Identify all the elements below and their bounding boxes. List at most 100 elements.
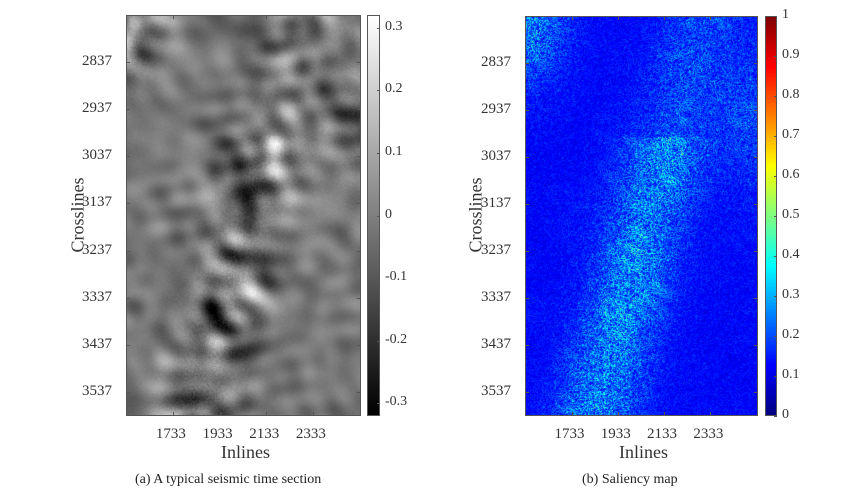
- colorbar-tick: [377, 90, 380, 92]
- y-tick: [126, 391, 130, 393]
- x-tick-label: 2133: [647, 426, 678, 442]
- x-tick-top: [664, 16, 666, 20]
- y-tick-right: [754, 204, 758, 205]
- colorbar-gray: [367, 15, 380, 416]
- y-tick-label: 3137: [82, 194, 112, 211]
- seismic-heatmap: [126, 15, 361, 416]
- y-tick: [126, 62, 130, 64]
- colorbar-tick: [377, 278, 380, 280]
- y-tick: [525, 251, 529, 253]
- colorbar-jet: [765, 16, 777, 416]
- y-tick: [126, 156, 130, 158]
- y-tick-right: [754, 63, 758, 64]
- x-tick-top: [617, 16, 619, 20]
- y-tick-label: 3437: [82, 335, 112, 352]
- y-tick: [126, 203, 130, 205]
- x-tick-top: [312, 15, 314, 19]
- colorbar-tick-label: 1: [782, 7, 789, 22]
- colorbar-tick: [774, 376, 777, 377]
- y-tick-right: [754, 392, 758, 394]
- colorbar-tick-label: -0.2: [385, 331, 408, 347]
- y-tick: [525, 63, 529, 64]
- x-tick: [219, 412, 221, 416]
- y-tick-label: 3337: [481, 289, 511, 306]
- x-tick-label: 1733: [554, 426, 585, 442]
- y-tick: [126, 250, 130, 252]
- y-tick-label: 3137: [481, 195, 511, 211]
- x-tick-top: [219, 15, 221, 19]
- y-tick-label: 3237: [481, 242, 511, 259]
- y-tick: [525, 345, 529, 347]
- x-tick-top: [571, 16, 573, 20]
- y-tick-right: [754, 345, 758, 347]
- y-tick-right: [357, 62, 361, 64]
- colorbar-tick: [774, 56, 777, 57]
- colorbar-tick: [774, 136, 777, 137]
- colorbar-tick: [774, 96, 777, 97]
- colorbar-tick: [774, 16, 777, 17]
- colorbar-tick-label: 0.2: [385, 81, 403, 97]
- y-tick: [126, 344, 130, 346]
- colorbar-tick-label: 0.5: [782, 207, 800, 222]
- saliency-heatmap: [525, 16, 758, 416]
- y-tick-right: [754, 298, 758, 300]
- x-axis-label: Inlines: [619, 442, 668, 462]
- x-tick: [617, 412, 619, 416]
- y-tick-right: [357, 391, 361, 393]
- y-tick-right: [357, 250, 361, 252]
- x-tick-label: 1933: [600, 426, 631, 442]
- colorbar-tick-label: 0.4: [782, 247, 800, 262]
- colorbar-tick-label: 0.3: [782, 287, 800, 302]
- colorbar-tick-label: 0.1: [385, 143, 403, 159]
- colorbar-tick-label: 0.6: [782, 167, 800, 182]
- colorbar-tick: [774, 176, 777, 177]
- x-tick-label: 2333: [693, 426, 724, 442]
- x-tick: [571, 412, 573, 416]
- colorbar-tick: [377, 27, 380, 29]
- x-tick-label: 2133: [249, 426, 280, 442]
- caption: (b) Saliency map: [582, 472, 678, 487]
- y-tick: [525, 298, 529, 300]
- y-tick-right: [754, 251, 758, 253]
- colorbar-tick-label: 0.8: [782, 87, 800, 102]
- x-tick: [266, 412, 268, 416]
- colorbar-tick-label: -0.1: [385, 269, 408, 285]
- x-axis-label: Inlines: [221, 442, 270, 462]
- y-tick: [126, 297, 130, 299]
- colorbar-tick: [774, 336, 777, 337]
- colorbar-tick: [377, 340, 380, 342]
- y-tick-right: [754, 110, 758, 111]
- x-tick-top: [710, 16, 712, 20]
- x-tick: [664, 412, 666, 416]
- y-tick: [525, 110, 529, 111]
- y-tick-right: [357, 297, 361, 299]
- y-tick-label: 2837: [481, 54, 511, 70]
- y-tick: [525, 157, 529, 158]
- y-tick-right: [357, 344, 361, 346]
- colorbar-tick-label: 0.3: [385, 18, 403, 34]
- panel-seismic-section: Inlines Crosslines (a) A typical seismic…: [68, 15, 408, 487]
- x-tick-top: [266, 15, 268, 19]
- x-tick-top: [172, 15, 174, 19]
- colorbar-tick-label: 0.7: [782, 127, 800, 142]
- y-tick-right: [357, 156, 361, 158]
- plot-frame: [525, 16, 758, 416]
- y-tick-label: 3037: [481, 148, 511, 164]
- y-tick-label: 3437: [481, 336, 511, 353]
- y-tick-label: 3237: [82, 241, 112, 258]
- colorbar-tick: [774, 416, 777, 417]
- colorbar-frame: [765, 16, 777, 416]
- y-tick: [525, 204, 529, 205]
- x-tick-label: 1733: [155, 426, 186, 442]
- colorbar-tick: [377, 215, 380, 217]
- y-tick-label: 3537: [82, 382, 112, 399]
- colorbar-tick-label: 0.9: [782, 47, 800, 62]
- colorbar-tick: [774, 296, 777, 297]
- colorbar-tick: [774, 256, 777, 257]
- colorbar-tick-label: 0.2: [782, 327, 800, 342]
- x-tick: [710, 412, 712, 416]
- x-tick: [312, 412, 314, 416]
- colorbar-tick-label: 0: [385, 206, 392, 222]
- y-tick: [525, 392, 529, 394]
